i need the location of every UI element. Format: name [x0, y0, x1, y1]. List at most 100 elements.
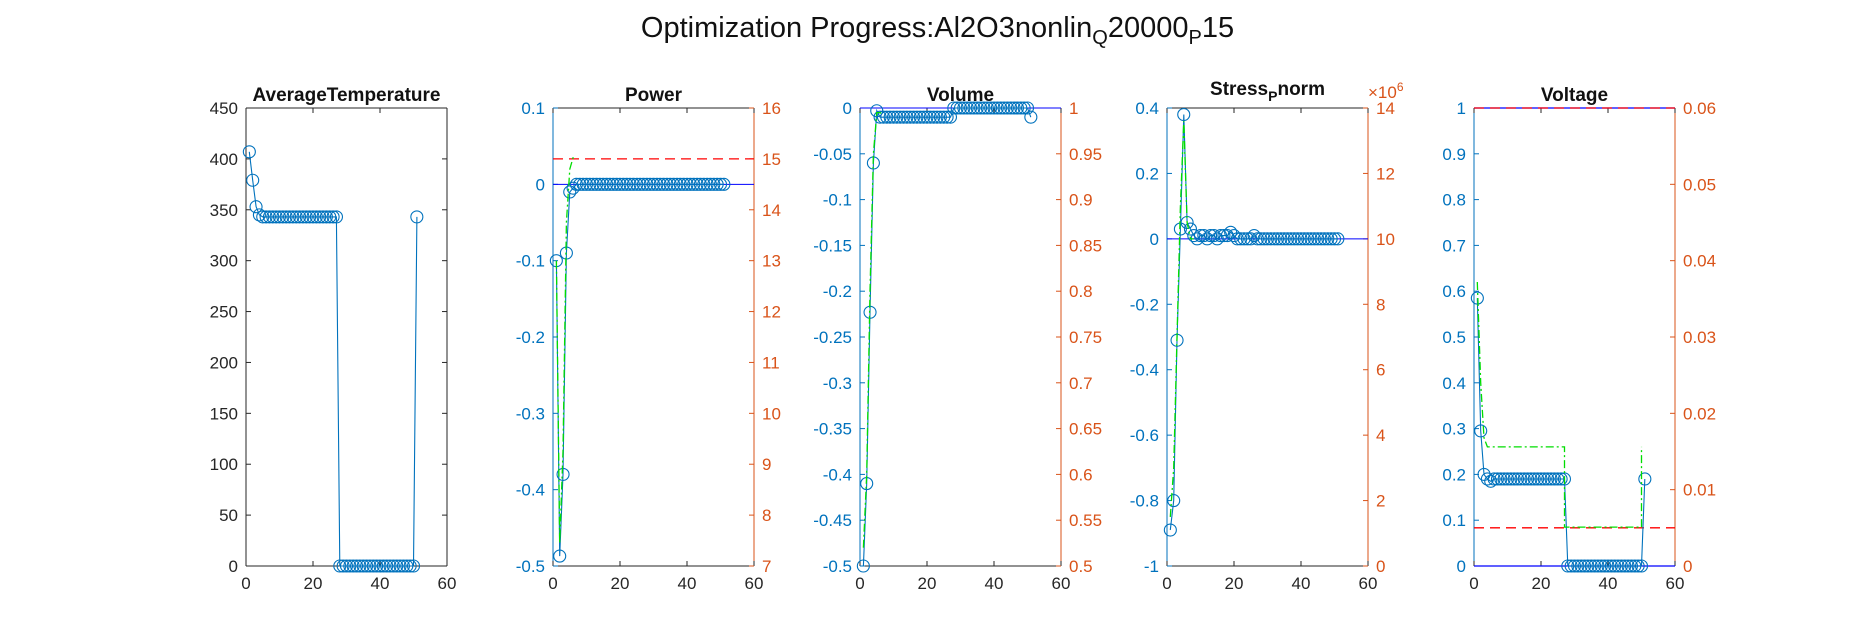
- y-tick-label: -0.3: [823, 374, 852, 393]
- y-right-tick-label: 14: [1376, 99, 1395, 118]
- data-point: [1507, 472, 1521, 486]
- data-point: [1490, 472, 1504, 486]
- x-tick-label: 40: [371, 574, 390, 593]
- data-point: [880, 110, 894, 124]
- data-point: [386, 559, 400, 573]
- data-point: [339, 559, 354, 573]
- data-point: [400, 559, 414, 573]
- y-tick-label: -0.1: [516, 252, 545, 271]
- data-point: [1274, 232, 1288, 246]
- data-point: [980, 101, 994, 115]
- data-point: [1177, 107, 1191, 122]
- y-tick-label: 150: [210, 404, 238, 423]
- data-point: [1000, 101, 1014, 115]
- y-tick-label: 0.5: [1442, 328, 1466, 347]
- data-point: [610, 177, 624, 191]
- data-point: [700, 177, 714, 191]
- panel-1: 0 20 40 60 0 50 100 150 200 250 300 350 400 450 Averag…: [210, 85, 457, 593]
- data-point: [923, 110, 937, 124]
- series-line: [862, 107, 1032, 567]
- data-point: [1527, 472, 1541, 486]
- title-mid: 20000: [1107, 12, 1189, 44]
- data-point: [1234, 232, 1248, 246]
- data-point: [1324, 232, 1338, 246]
- data-point: [282, 210, 297, 224]
- data-point: [606, 177, 620, 191]
- data-point: [370, 559, 384, 573]
- data-point: [693, 177, 707, 191]
- data-point: [650, 177, 664, 191]
- data-point: [1631, 559, 1645, 573]
- data-point: [586, 177, 600, 191]
- data-point: [309, 210, 323, 224]
- data-point: [646, 177, 661, 191]
- y-right-tick-label: 12: [1376, 164, 1395, 183]
- y-tick-label: 0.9: [1442, 145, 1466, 164]
- y-tick-label: -0.4: [516, 481, 545, 500]
- data-point: [1254, 232, 1268, 246]
- data-point: [970, 101, 984, 115]
- data-point: [356, 559, 370, 573]
- y-right-tick-label: 0.5: [1069, 557, 1093, 576]
- data-point: [717, 177, 731, 191]
- x-tick-label: 40: [985, 574, 1004, 593]
- data-point: [1200, 232, 1214, 246]
- panel-title: Voltage: [1541, 85, 1608, 106]
- data-point: [1163, 523, 1177, 537]
- panel-3: 0 20 40 60 -0.5 -0.45 -0.4 -0.35 -0.3 -0.25 -0.2 -0…: [813, 85, 1102, 593]
- data-point: [1567, 559, 1582, 573]
- y-tick-label: -0.25: [813, 328, 852, 347]
- y-tick-label: 0.2: [1442, 465, 1466, 484]
- x-tick-label: 20: [1225, 574, 1244, 593]
- data-point: [1224, 225, 1238, 239]
- data-point: [1304, 232, 1318, 246]
- y-tick-label: -0.2: [516, 328, 545, 347]
- data-point: [886, 110, 901, 124]
- data-point: [349, 559, 364, 573]
- data-point: [1321, 232, 1335, 246]
- data-point: [1618, 559, 1632, 573]
- data-point: [1511, 472, 1525, 486]
- data-point: [252, 208, 266, 222]
- y-right-tick-label: 0.9: [1069, 191, 1093, 210]
- title-end: 15: [1201, 12, 1235, 44]
- data-point: [1547, 472, 1561, 486]
- data-point: [917, 110, 931, 124]
- data-point: [1517, 472, 1531, 486]
- data-point: [1214, 229, 1228, 243]
- data-point: [1317, 232, 1331, 246]
- data-point: [346, 559, 360, 573]
- data-point: [293, 210, 307, 224]
- data-point: [1504, 472, 1518, 486]
- data-point: [1531, 472, 1545, 486]
- data-point: [1297, 232, 1311, 246]
- data-point: [1264, 232, 1278, 246]
- y-tick-label: 400: [210, 150, 238, 169]
- data-point: [943, 110, 958, 124]
- y-right-tick-label: 0.04: [1683, 252, 1716, 271]
- data-point: [957, 101, 971, 115]
- panel-title: Volume: [927, 85, 994, 106]
- y-tick-label: 0: [536, 175, 545, 194]
- data-point: [987, 101, 1001, 115]
- data-point: [333, 559, 347, 573]
- y-right-tick-label: 11: [762, 353, 780, 372]
- data-point: [1247, 229, 1261, 243]
- data-point: [1474, 424, 1488, 438]
- y-right-tick-label: 2: [1376, 492, 1385, 511]
- data-point: [1594, 559, 1608, 573]
- data-point: [1614, 559, 1628, 573]
- data-point: [910, 110, 924, 124]
- data-point: [272, 210, 287, 224]
- y-tick-label: 0.4: [1135, 99, 1159, 118]
- series-line: [1476, 298, 1646, 567]
- y-tick-label: 0.6: [1442, 282, 1466, 301]
- x-tick-label: 40: [1292, 574, 1311, 593]
- y-tick-label: -0.3: [516, 404, 545, 423]
- panel-4: 0 20 40 60 -1 -0.8 -0.6 -0.4 -0.2 0 0.2 0.4 0 2 4 6 8 10 1…: [1130, 79, 1404, 593]
- data-point: [1497, 472, 1511, 486]
- data-point: [667, 177, 681, 191]
- data-point: [286, 210, 300, 224]
- data-point: [319, 210, 333, 224]
